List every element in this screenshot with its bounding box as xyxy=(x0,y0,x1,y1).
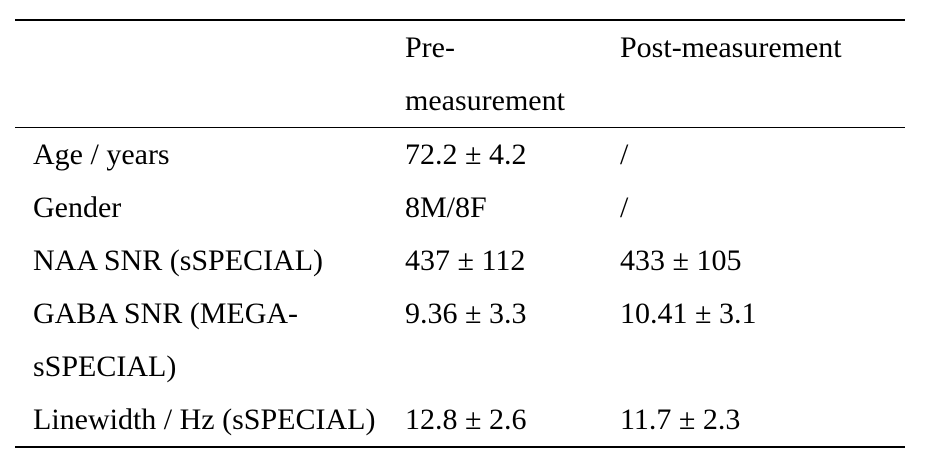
table-row: Linewidth / Hz (sSPECIAL) 12.8 ± 2.6 11.… xyxy=(15,393,905,447)
pre-value: 72.2 ± 4.2 xyxy=(405,138,527,171)
row-label: NAA SNR (sSPECIAL) xyxy=(33,244,324,277)
table-body: Age / years 72.2 ± 4.2 / Gender 8M/8F / … xyxy=(15,128,905,448)
pre-value: 12.8 ± 2.6 xyxy=(405,403,527,436)
pre-value: 437 ± 112 xyxy=(405,244,526,277)
post-value: / xyxy=(620,191,629,224)
measurement-table: Pre-measurement Post-measurement Age / y… xyxy=(15,19,905,448)
table-row: Gender 8M/8F / xyxy=(15,181,905,234)
row-label: GABA SNR (MEGA-sSPECIAL) xyxy=(33,297,299,383)
pre-value: 8M/8F xyxy=(405,191,487,224)
post-value: / xyxy=(620,138,629,171)
table-row: NAA SNR (sSPECIAL) 437 ± 112 433 ± 105 xyxy=(15,234,905,287)
table-header: Pre-measurement Post-measurement xyxy=(15,20,905,128)
column-header-post-measurement: Post-measurement xyxy=(602,20,905,128)
column-header-empty xyxy=(15,20,387,128)
row-label: Age / years xyxy=(33,138,170,171)
row-label: Gender xyxy=(33,191,122,224)
post-value: 11.7 ± 2.3 xyxy=(620,403,741,436)
header-row: Pre-measurement Post-measurement xyxy=(15,20,905,128)
pre-value: 9.36 ± 3.3 xyxy=(405,297,527,330)
row-label: Linewidth / Hz (sSPECIAL) xyxy=(33,403,376,436)
column-header-pre-measurement: Pre-measurement xyxy=(387,20,602,128)
table-row: GABA SNR (MEGA-sSPECIAL) 9.36 ± 3.3 10.4… xyxy=(15,287,905,393)
table-row: Age / years 72.2 ± 4.2 / xyxy=(15,128,905,182)
post-value: 10.41 ± 3.1 xyxy=(620,297,757,330)
post-value: 433 ± 105 xyxy=(620,244,742,277)
